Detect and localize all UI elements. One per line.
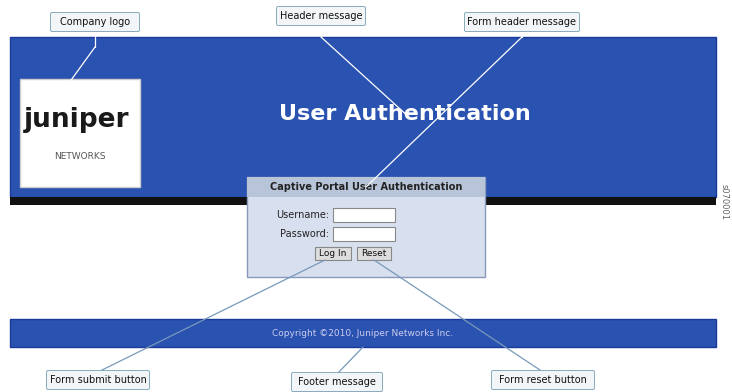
FancyBboxPatch shape (10, 37, 716, 197)
FancyBboxPatch shape (10, 197, 716, 205)
FancyBboxPatch shape (277, 7, 365, 25)
Text: Username:: Username: (276, 210, 329, 220)
FancyBboxPatch shape (333, 208, 395, 222)
Text: Password:: Password: (280, 229, 329, 239)
Text: Header message: Header message (280, 11, 362, 21)
FancyBboxPatch shape (465, 13, 580, 31)
Text: juniper: juniper (24, 107, 130, 133)
Text: Copyright ©2010, Juniper Networks Inc.: Copyright ©2010, Juniper Networks Inc. (272, 328, 454, 338)
Text: Form header message: Form header message (468, 17, 577, 27)
FancyBboxPatch shape (20, 79, 140, 187)
Text: User Authentication: User Authentication (280, 104, 531, 124)
FancyBboxPatch shape (315, 247, 351, 260)
Text: Captive Portal User Authentication: Captive Portal User Authentication (270, 182, 462, 192)
Text: Reset: Reset (362, 249, 386, 258)
FancyBboxPatch shape (491, 370, 594, 390)
FancyBboxPatch shape (47, 370, 149, 390)
Text: Form submit button: Form submit button (50, 375, 146, 385)
Text: s070001: s070001 (720, 184, 728, 220)
FancyBboxPatch shape (10, 319, 716, 347)
FancyBboxPatch shape (291, 372, 383, 392)
Text: Form reset button: Form reset button (499, 375, 587, 385)
FancyBboxPatch shape (357, 247, 391, 260)
Text: Footer message: Footer message (298, 377, 376, 387)
FancyBboxPatch shape (247, 177, 485, 197)
Text: Log In: Log In (319, 249, 347, 258)
Text: Company logo: Company logo (60, 17, 130, 27)
FancyBboxPatch shape (51, 13, 140, 31)
FancyBboxPatch shape (247, 177, 485, 277)
Text: NETWORKS: NETWORKS (54, 152, 105, 161)
FancyBboxPatch shape (333, 227, 395, 241)
